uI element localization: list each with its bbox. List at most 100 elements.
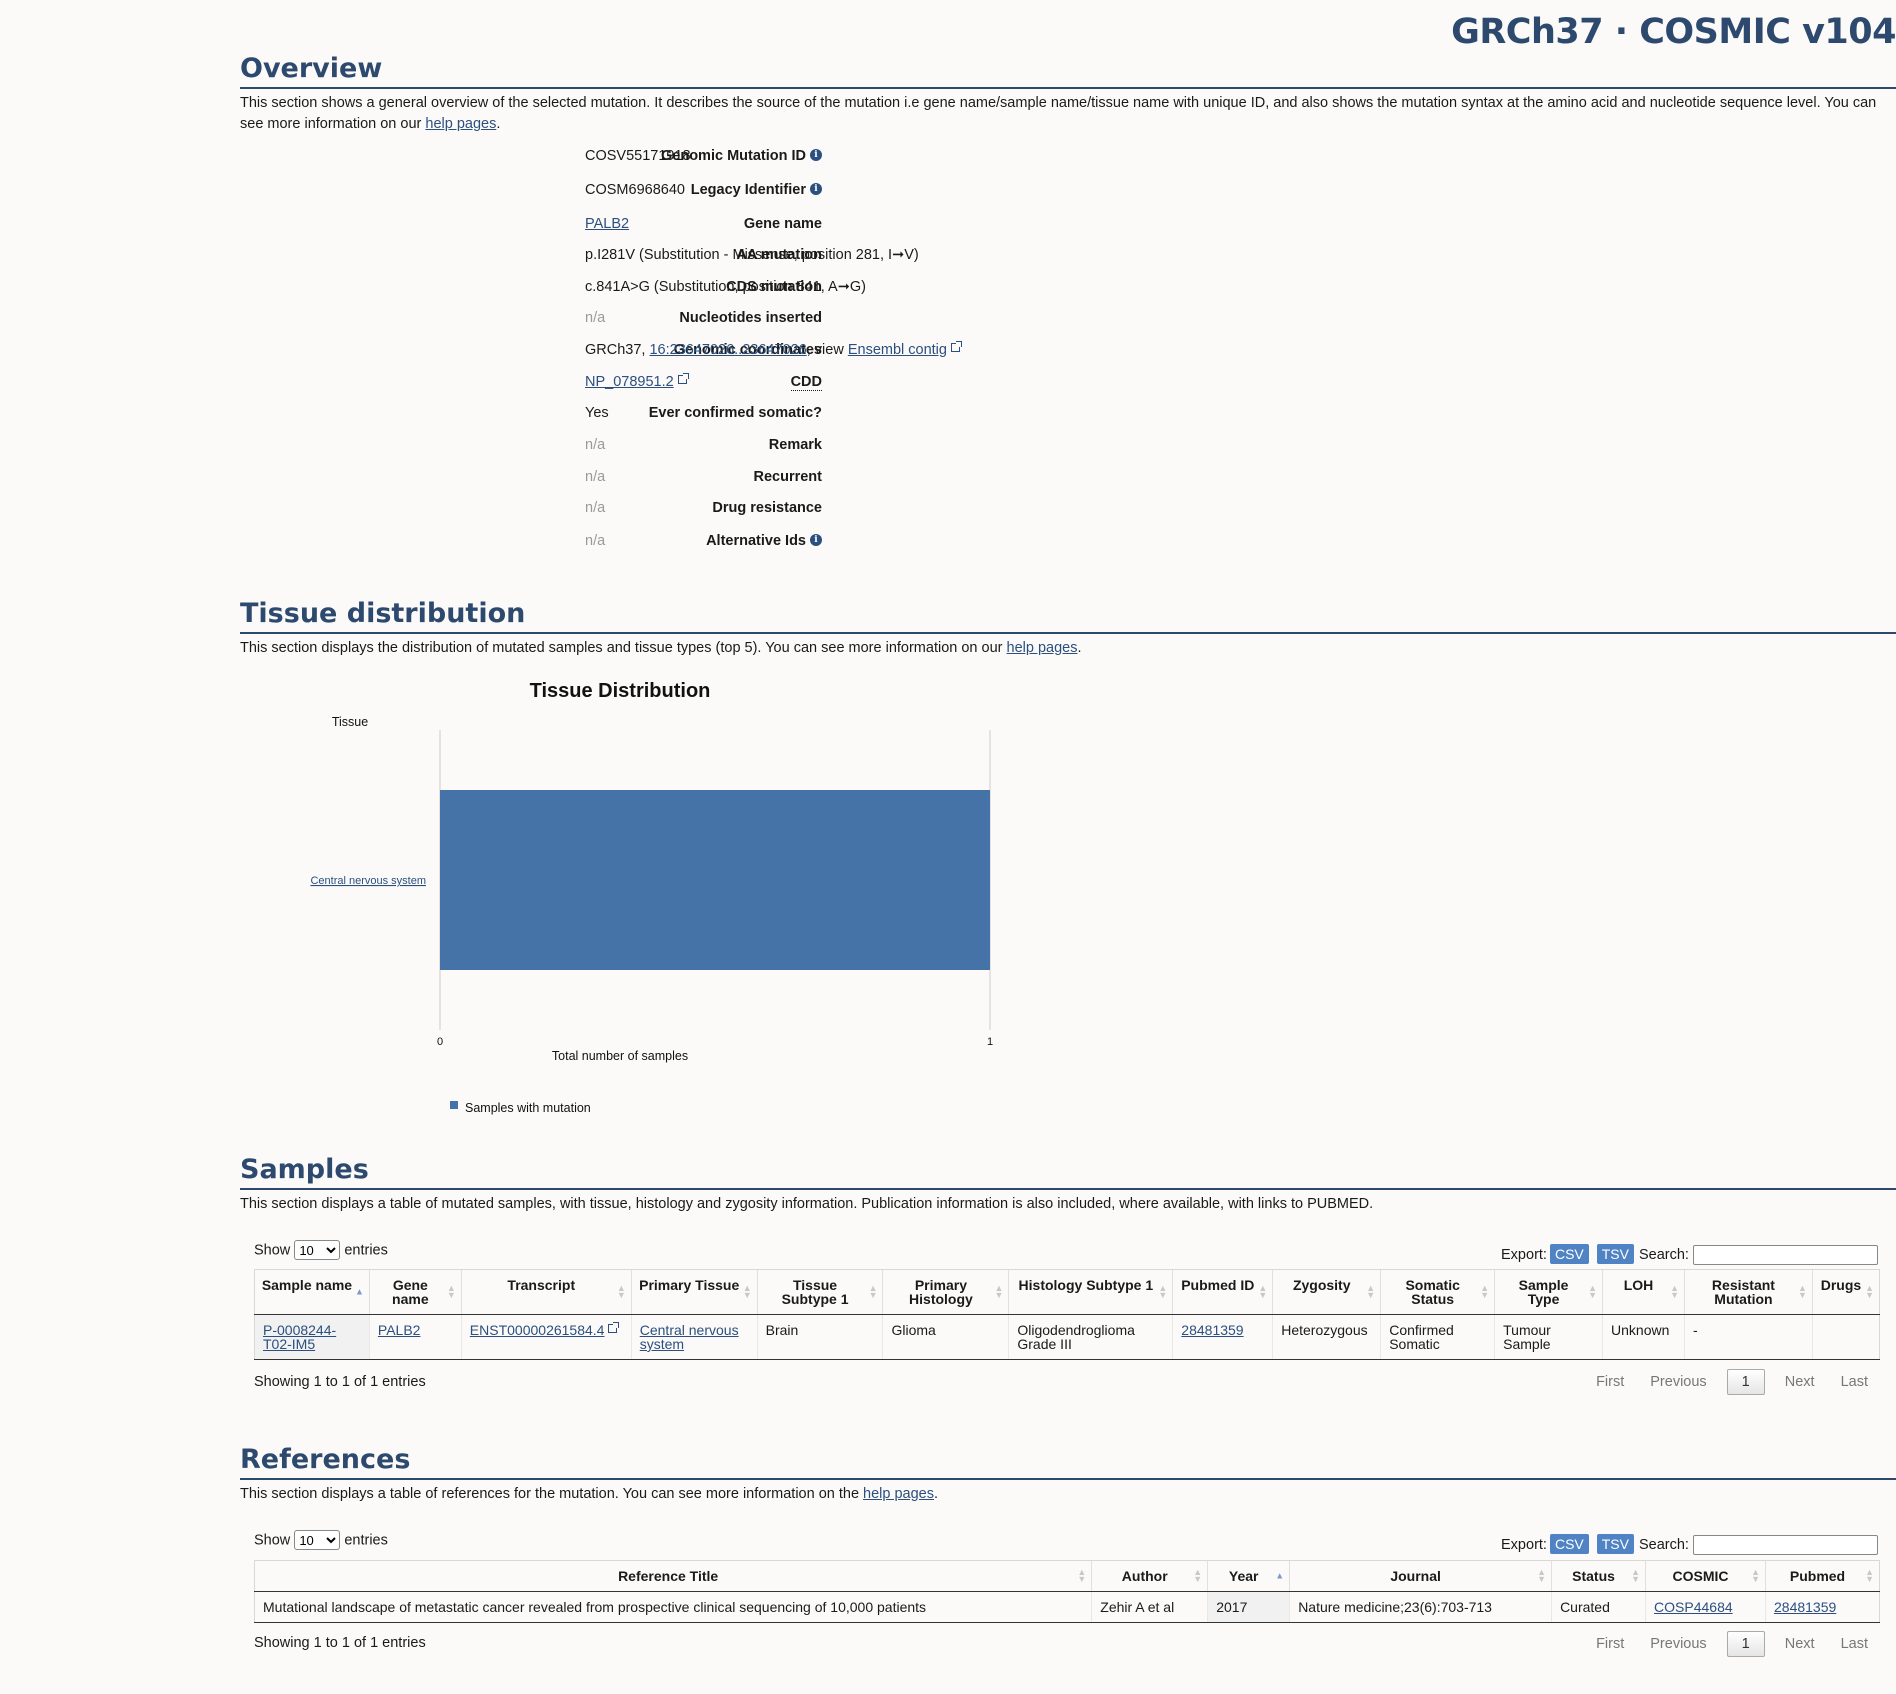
samples-heading: Samples xyxy=(240,1153,1896,1190)
references-heading: References xyxy=(240,1443,1896,1480)
sort-both-icon: ▲ ▼ xyxy=(1366,1283,1376,1300)
col-sample-type[interactable]: Sample Type ▲ ▼ xyxy=(1494,1269,1603,1315)
info-icon[interactable]: i xyxy=(810,534,822,546)
references-page-size-select[interactable]: 10 xyxy=(294,1530,341,1550)
col-resistant-mutation[interactable]: Resistant Mutation ▲ ▼ xyxy=(1684,1269,1813,1315)
overview-row-remark: Remark n/a xyxy=(585,437,822,453)
col-gene-name[interactable]: Gene name ▲ ▼ xyxy=(368,1269,462,1315)
sort-both-icon: ▲ ▼ xyxy=(1158,1283,1168,1300)
sort-both-icon: ▲ ▼ xyxy=(446,1283,456,1300)
pager-next[interactable]: Next xyxy=(1784,1636,1815,1652)
sort-both-icon: ▲ ▼ xyxy=(1193,1567,1203,1584)
overview-heading: Overview xyxy=(240,52,1896,89)
col-reference-title[interactable]: Reference Title ▲ ▼ xyxy=(253,1560,1092,1592)
tissue-help-link[interactable]: help pages xyxy=(1006,640,1078,656)
tissue-subtype-cell: Brain xyxy=(756,1314,883,1360)
col-histology-subtype-1[interactable]: Histology Subtype 1 ▲ ▼ xyxy=(1008,1269,1173,1315)
genomic-mutation-id-value: COSV55171918 xyxy=(585,148,691,164)
references-length-control: Show 10 entries xyxy=(254,1530,388,1550)
bar-central-nervous-system[interactable] xyxy=(440,790,990,970)
references-search-input[interactable] xyxy=(1693,1535,1878,1556)
samples-csv-button[interactable]: CSV xyxy=(1549,1244,1589,1264)
col-author[interactable]: Author ▲ ▼ xyxy=(1091,1560,1208,1592)
drugs-cell xyxy=(1811,1314,1881,1360)
transcript-link[interactable]: ENST00000261584.4 xyxy=(469,1322,605,1338)
alternative-ids-value: n/a xyxy=(585,533,606,549)
primary-histology-cell: Glioma xyxy=(882,1314,1009,1360)
samples-table: Sample name ▲ Gene name ▲ ▼ Transcript ▲ ▼ Pr… xyxy=(254,1269,1881,1360)
remark-value: n/a xyxy=(585,437,606,453)
legacy-identifier-value: COSM6968640 xyxy=(585,182,685,198)
col-loh[interactable]: LOH ▲ ▼ xyxy=(1602,1269,1685,1315)
col-transcript[interactable]: Transcript ▲ ▼ xyxy=(460,1269,632,1315)
overview-row-alternative-ids: Alternative Ids i n/a xyxy=(240,533,1140,555)
tissue-distribution-description: This section displays the distribution o… xyxy=(240,640,1082,656)
primary-tissue-link[interactable]: Central nervous system xyxy=(639,1322,739,1352)
pubmed-id-link[interactable]: 28481359 xyxy=(1181,1322,1244,1338)
category-label-link[interactable]: Central nervous system xyxy=(310,875,426,887)
references-csv-button[interactable]: CSV xyxy=(1549,1534,1589,1554)
references-export-bar: Export: CSV TSV Search: xyxy=(1501,1534,1878,1556)
samples-length-control: Show 10 entries xyxy=(254,1240,388,1260)
samples-search-input[interactable] xyxy=(1693,1245,1878,1266)
pager-previous[interactable]: Previous xyxy=(1650,1374,1707,1390)
pager-next[interactable]: Next xyxy=(1784,1374,1815,1390)
sort-both-icon: ▲ ▼ xyxy=(994,1283,1004,1300)
sort-both-icon: ▲ ▼ xyxy=(1865,1283,1874,1300)
sort-both-icon: ▲ ▼ xyxy=(1077,1567,1087,1584)
col-pubmed-id[interactable]: Pubmed ID ▲ ▼ xyxy=(1172,1269,1273,1315)
pager-current-page[interactable]: 1 xyxy=(1726,1369,1765,1395)
col-journal[interactable]: Journal ▲ ▼ xyxy=(1289,1560,1552,1592)
col-status[interactable]: Status ▲ ▼ xyxy=(1551,1560,1646,1592)
samples-tsv-button[interactable]: TSV xyxy=(1596,1244,1634,1264)
overview-row-ever-confirmed-somatic: Ever confirmed somatic? Yes xyxy=(585,405,822,421)
col-tissue-subtype-1[interactable]: Tissue Subtype 1 ▲ ▼ xyxy=(756,1269,883,1315)
col-zygosity[interactable]: Zygosity ▲ ▼ xyxy=(1272,1269,1381,1315)
pager-last[interactable]: Last xyxy=(1840,1636,1868,1652)
cosmic-study-link[interactable]: COSP44684 xyxy=(1654,1599,1733,1615)
genomic-coordinates-link[interactable]: 16:23647026..23647026 xyxy=(649,342,807,358)
pager-first[interactable]: First xyxy=(1596,1636,1625,1652)
overview-row-cds-mutation: CDS mutation c.841A>G (Substitution, pos… xyxy=(585,279,866,295)
table-row: Mutational landscape of metastatic cance… xyxy=(253,1591,1880,1623)
pager-last[interactable]: Last xyxy=(1840,1374,1868,1390)
overview-row-genomic-coordinates: Genomic coordinates GRCh37, 16:23647026.… xyxy=(240,341,1140,364)
info-icon[interactable]: i xyxy=(810,183,822,195)
gene-name-link[interactable]: PALB2 xyxy=(585,216,630,232)
sample-name-link[interactable]: P-0008244-T02-IM5 xyxy=(263,1322,337,1352)
col-year[interactable]: Year ▲ xyxy=(1207,1560,1290,1592)
sort-both-icon: ▲ ▼ xyxy=(742,1283,752,1300)
sort-both-icon: ▲ ▼ xyxy=(1751,1567,1760,1584)
references-tsv-button[interactable]: TSV xyxy=(1596,1534,1634,1554)
samples-pagination: First Previous 1 Next Last xyxy=(1570,1369,1868,1395)
references-table: Reference Title ▲ ▼ Author ▲ ▼ Year ▲ Journal… xyxy=(253,1560,1880,1623)
gene-name-link[interactable]: PALB2 xyxy=(377,1322,421,1338)
col-cosmic[interactable]: COSMIC ▲ ▼ xyxy=(1645,1560,1766,1592)
samples-page-size-select[interactable]: 10 xyxy=(294,1240,341,1260)
col-somatic-status[interactable]: Somatic Status ▲ ▼ xyxy=(1380,1269,1495,1315)
overview-description: This section shows a general overview of… xyxy=(240,95,1877,132)
pager-current-page[interactable]: 1 xyxy=(1726,1631,1765,1657)
col-sample-name[interactable]: Sample name ▲ xyxy=(254,1269,370,1315)
sort-both-icon: ▲ ▼ xyxy=(1480,1283,1490,1300)
chart-y-axis-label: Tissue xyxy=(332,715,368,729)
cdd-link[interactable]: NP_078951.2 xyxy=(585,374,674,390)
overview-row-genomic-mutation-id: Genomic Mutation ID i COSV55171918 xyxy=(240,148,1140,170)
pubmed-link[interactable]: 28481359 xyxy=(1774,1599,1837,1615)
sort-both-icon: ▲ ▼ xyxy=(1537,1567,1547,1584)
pager-previous[interactable]: Previous xyxy=(1650,1636,1707,1652)
references-help-link[interactable]: help pages xyxy=(863,1486,934,1502)
sort-both-icon: ▲ ▼ xyxy=(868,1283,878,1300)
col-primary-histology[interactable]: Primary Histology ▲ ▼ xyxy=(882,1269,1009,1315)
overview-help-link[interactable]: help pages xyxy=(425,116,497,132)
ensembl-contig-link[interactable]: Ensembl contig xyxy=(847,342,947,358)
chart-x-axis-label: Total number of samples xyxy=(552,1049,688,1063)
table-row: P-0008244-T02-IM5 PALB2 ENST00000261584.… xyxy=(254,1314,1881,1360)
col-pubmed[interactable]: Pubmed ▲ ▼ xyxy=(1765,1560,1880,1592)
samples-table-header-row: Sample name ▲ Gene name ▲ ▼ Transcript ▲ ▼ Pr… xyxy=(254,1269,1881,1315)
pager-first[interactable]: First xyxy=(1596,1374,1625,1390)
col-drugs[interactable]: Drugs ▲ ▼ xyxy=(1811,1269,1881,1315)
overview-row-aa-mutation: AA mutation p.I281V (Substitution - Miss… xyxy=(585,247,919,263)
col-primary-tissue[interactable]: Primary Tissue ▲ ▼ xyxy=(630,1269,758,1315)
info-icon[interactable]: i xyxy=(810,149,822,161)
